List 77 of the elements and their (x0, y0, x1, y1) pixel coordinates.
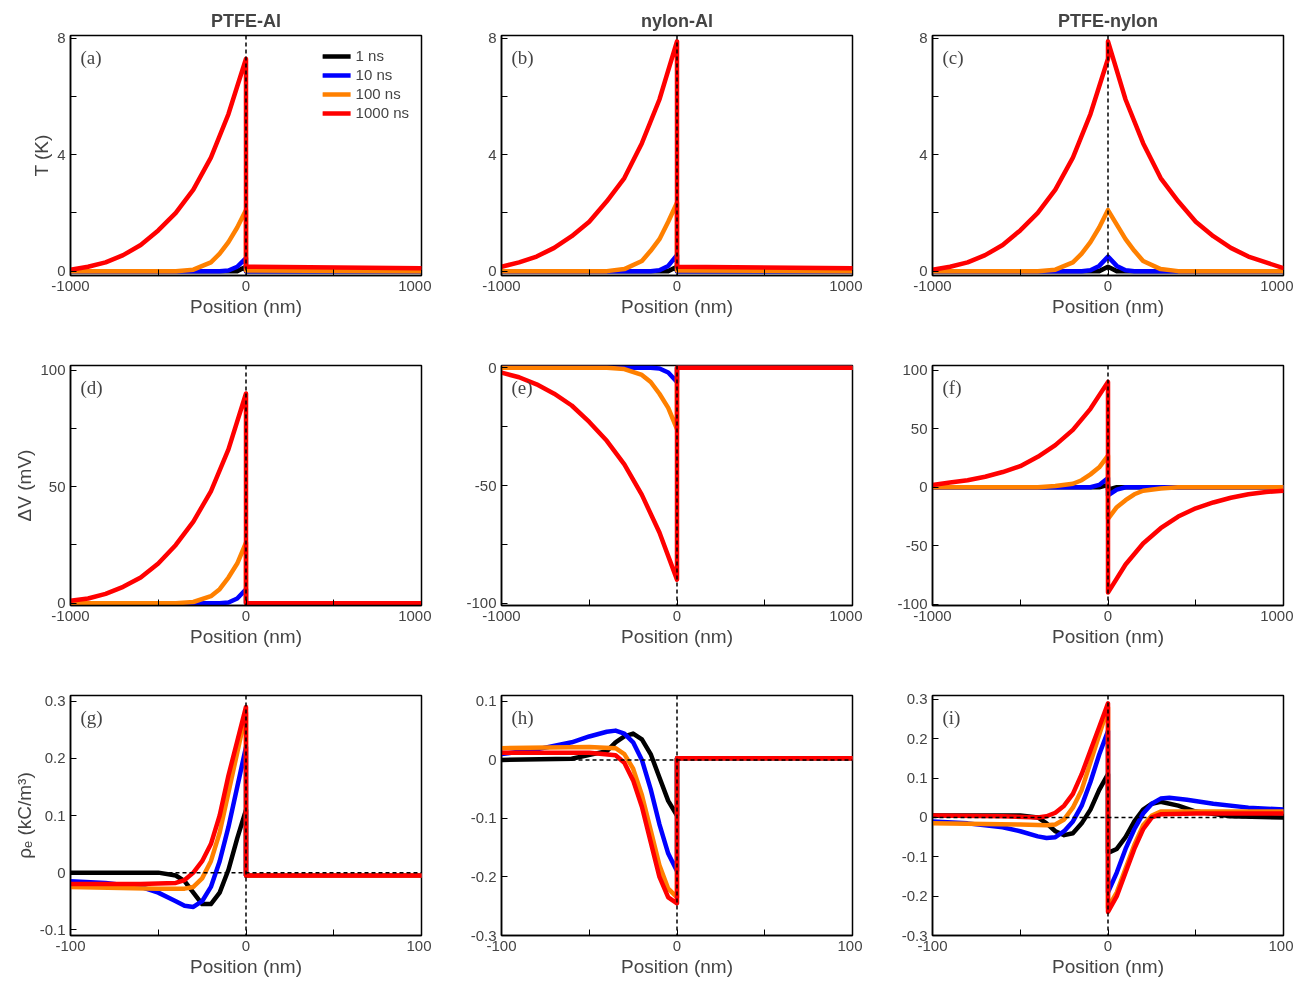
y-tick-label: 4 (919, 145, 928, 163)
y-tick-label: -0.1 (39, 920, 66, 938)
legend-label: 1 ns (355, 47, 384, 64)
y-axis-title: T (K) (31, 134, 53, 177)
y-tick-label: -0.1 (901, 847, 928, 865)
y-tick-label: 4 (488, 145, 497, 163)
annotation: (g) (80, 706, 103, 729)
x-axis-title: Position (nm) (190, 625, 302, 647)
x-axis-title: Position (nm) (190, 955, 302, 977)
x-tick-label: 0 (1103, 276, 1113, 294)
legend-label: 10 ns (355, 66, 393, 83)
y-tick-label: 0 (57, 863, 66, 881)
x-axis-title: Position (nm) (621, 625, 733, 647)
y-tick-label: 0.3 (906, 690, 928, 708)
x-tick-label: 100 (837, 936, 863, 954)
annotation: (b) (511, 46, 534, 69)
chart-title: PTFE-Al (211, 10, 281, 31)
y-tick-label: 0.1 (906, 769, 928, 787)
y-tick-label: 8 (57, 29, 66, 47)
x-axis-title: Position (nm) (190, 295, 302, 317)
y-tick-label: 0.1 (475, 692, 497, 710)
y-tick-label: 0 (488, 358, 497, 376)
y-tick-label: 8 (919, 29, 928, 47)
y-tick-label: 50 (48, 477, 66, 495)
y-tick-label: -50 (905, 536, 928, 554)
annotation: (e) (511, 376, 533, 399)
x-tick-label: 1000 (398, 606, 432, 624)
x-tick-label: 0 (241, 606, 251, 624)
x-tick-label: 1000 (398, 276, 432, 294)
x-tick-label: 1000 (829, 606, 863, 624)
annotation: (f) (942, 376, 962, 399)
y-tick-label: 0 (57, 594, 66, 612)
y-tick-label: 8 (488, 29, 497, 47)
annotation: (i) (942, 706, 961, 729)
x-tick-label: 0 (672, 606, 682, 624)
x-tick-label: 0 (672, 276, 682, 294)
y-axis-title: ρₑ (kC/m³) (13, 772, 35, 859)
x-tick-label: 0 (1103, 606, 1113, 624)
x-tick-label: 0 (241, 936, 251, 954)
x-axis-title: Position (nm) (621, 955, 733, 977)
annotation: (a) (80, 46, 102, 69)
x-axis-title: Position (nm) (1052, 955, 1164, 977)
x-tick-label: 1000 (1260, 276, 1293, 294)
y-tick-label: 0.2 (906, 729, 928, 747)
y-tick-label: 0.1 (44, 806, 66, 824)
y-tick-label: -100 (466, 594, 497, 612)
y-tick-label: 0 (488, 750, 497, 768)
y-tick-label: -0.2 (470, 867, 497, 885)
x-tick-label: 100 (1268, 936, 1293, 954)
x-tick-label: 0 (1103, 936, 1113, 954)
annotation: (c) (942, 46, 964, 69)
y-tick-label: 4 (57, 145, 66, 163)
y-tick-label: -50 (474, 476, 497, 494)
y-tick-label: 0 (919, 478, 928, 496)
y-tick-label: 0.3 (44, 692, 66, 710)
y-tick-label: -0.1 (470, 809, 497, 827)
x-tick-label: 0 (241, 276, 251, 294)
annotation: (h) (511, 706, 534, 729)
y-tick-label: 50 (910, 419, 928, 437)
chart-title: PTFE-nylon (1058, 10, 1158, 31)
x-tick-label: 1000 (829, 276, 863, 294)
y-tick-label: 100 (902, 361, 928, 379)
chart-title: nylon-Al (641, 10, 713, 31)
legend-label: 1000 ns (355, 104, 409, 121)
x-axis-title: Position (nm) (1052, 295, 1164, 317)
x-axis-title: Position (nm) (1052, 625, 1164, 647)
annotation: (d) (80, 376, 103, 399)
legend-label: 100 ns (355, 85, 401, 102)
y-axis-title: ΔV (mV) (14, 449, 36, 522)
x-tick-label: 0 (672, 936, 682, 954)
x-tick-label: 1000 (1260, 606, 1293, 624)
x-tick-label: 100 (406, 936, 432, 954)
y-tick-label: 100 (40, 361, 66, 379)
y-tick-label: 0 (919, 808, 928, 826)
x-axis-title: Position (nm) (621, 295, 733, 317)
y-tick-label: -0.2 (901, 887, 928, 905)
y-tick-label: 0.2 (44, 749, 66, 767)
